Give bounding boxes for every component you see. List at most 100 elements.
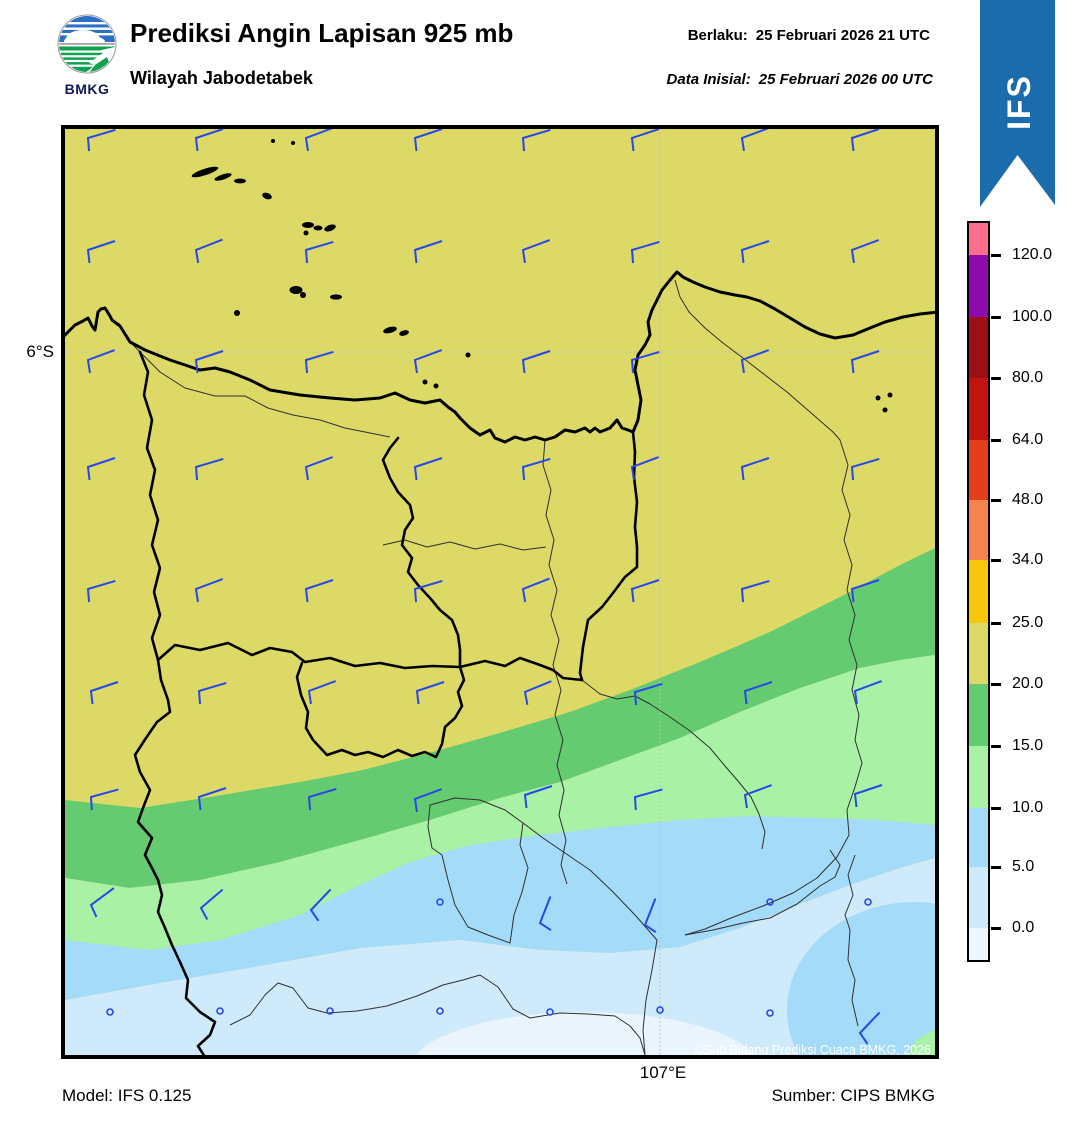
colorbar-tick-label: 0.0: [1012, 918, 1035, 936]
wind-barb-icon: [633, 788, 663, 811]
wind-barb-icon: [740, 349, 770, 374]
colorbar-tick-label: 10.0: [1012, 798, 1044, 816]
thick-boundaries: [133, 350, 639, 1055]
wind-barb-icon: [853, 784, 883, 808]
colorbar-tick-label: 120.0: [1012, 245, 1053, 263]
wind-map: ©Sub Bidang Prediksi Cuaca BMKG, 2026: [65, 129, 935, 1055]
wind-barb-icon: [630, 240, 660, 264]
colorbar-segment: [969, 560, 988, 623]
wind-barb-icon: [86, 457, 116, 481]
wind-barb-icon: [521, 350, 551, 374]
colorbar-tick-label: 64.0: [1012, 430, 1044, 448]
wind-barb-icon: [413, 579, 443, 603]
colorbar: [967, 221, 990, 962]
wind-barb-icon: [304, 579, 334, 603]
model-ribbon: IFS: [980, 0, 1055, 208]
wind-speed-colorbar: 120.0 100.0 80.0 64.0 48.0 34.0 25.0 20.0 15.0 10…: [967, 221, 1052, 962]
wind-barb-icon: [194, 578, 224, 603]
wind-barb-icon: [740, 129, 770, 152]
colorbar-tick-label: 15.0: [1012, 736, 1044, 754]
wind-barbs: [86, 129, 883, 1045]
wind-barb-icon: [86, 240, 116, 264]
west-province-boundary: [133, 350, 217, 1055]
wind-barb-icon: [89, 887, 115, 918]
wind-barb-icon: [304, 456, 334, 481]
bmkg-logo: BMKG: [54, 13, 120, 97]
colorbar-tick: [991, 316, 1001, 319]
wind-barb-icon: [304, 129, 334, 152]
wind-barb-icon: [521, 239, 551, 264]
colorbar-tick: [991, 499, 1001, 502]
wind-barb-icon: [307, 787, 337, 811]
calm-wind-icon: [766, 898, 774, 906]
valid-time: Berlaku: 25 Februari 2026 21 UTC: [688, 27, 930, 44]
colorbar-segment: [969, 928, 988, 960]
colorbar-tick: [991, 622, 1001, 625]
wind-barb-icon: [521, 129, 551, 152]
east-boundary: [578, 430, 639, 682]
map-canvas: ©Sub Bidang Prediksi Cuaca BMKG, 2026: [61, 125, 939, 1059]
wind-barb-icon: [643, 898, 657, 934]
colorbar-segment: [969, 255, 988, 317]
graticule: [65, 129, 935, 1055]
latitude-label: 6°S: [26, 342, 54, 361]
wind-barb-icon: [743, 784, 773, 809]
colorbar-tick: [991, 377, 1001, 380]
wind-barb-icon: [413, 240, 443, 264]
wind-barb-icon: [89, 681, 119, 705]
bmkg-logo-icon: [57, 14, 117, 74]
colorbar-tick: [991, 559, 1001, 562]
colorbar-tick: [991, 683, 1001, 686]
wind-barb-icon: [197, 787, 227, 811]
wind-barb-icon: [740, 457, 770, 481]
wind-barb-icon: [89, 788, 119, 811]
wind-barb-icon: [853, 680, 883, 705]
wind-barb-icon: [850, 350, 880, 374]
jakarta-west-boundary: [381, 436, 462, 669]
wind-barb-icon: [630, 579, 660, 603]
calm-wind-icon: [436, 1007, 444, 1015]
colorbar-segment: [969, 746, 988, 808]
colorbar-tick-label: 20.0: [1012, 674, 1044, 692]
map-copyright: ©Sub Bidang Prediksi Cuaca BMKG, 2026: [695, 1043, 931, 1055]
wind-barb-icon: [413, 457, 443, 481]
wind-barb-icon: [630, 129, 660, 152]
band-15-20: [65, 548, 935, 888]
colorbar-tick: [991, 927, 1001, 930]
colorbar-segment: [969, 867, 988, 928]
initial-data-time: Data Inisial: 25 Februari 2026 00 UTC: [667, 71, 933, 88]
colorbar-tick-label: 48.0: [1012, 490, 1044, 508]
band-5-10: [65, 816, 935, 1000]
colorbar-tick: [991, 807, 1001, 810]
wind-barb-icon: [415, 681, 445, 705]
model-info: Model: IFS 0.125: [62, 1086, 192, 1105]
wind-barb-icon: [194, 129, 224, 152]
initial-data-label: Data Inisial:: [666, 71, 751, 88]
calm-wind-icon: [216, 1007, 224, 1015]
wind-barb-icon: [86, 579, 116, 603]
wind-barb-icon: [309, 888, 332, 922]
calm-wind-icon: [546, 1008, 554, 1016]
wind-barb-icon: [304, 350, 334, 374]
colorbar-tick: [991, 866, 1001, 869]
source-info: Sumber: CIPS BMKG: [771, 1086, 935, 1105]
wind-barb-icon: [521, 577, 550, 603]
wind-barb-icon: [304, 240, 334, 264]
wind-barb-icon: [523, 785, 553, 809]
band-0-5: [65, 858, 935, 1055]
wind-barb-icon: [86, 349, 116, 374]
wind-barb-icon: [307, 680, 337, 705]
band-5-10-southeast: [787, 902, 935, 1055]
longitude-label: 107°E: [639, 1063, 687, 1082]
wind-barb-icon: [633, 682, 663, 706]
south-lobe-boundary: [295, 661, 466, 759]
ribbon-banner-icon: IFS: [980, 0, 1055, 207]
colorbar-segment: [969, 223, 988, 255]
colorbar-segment: [969, 440, 988, 500]
wind-barb-icon: [523, 680, 552, 706]
valid-time-label: Berlaku:: [687, 27, 748, 44]
wind-barb-icon: [194, 238, 223, 264]
wind-barb-icon: [630, 350, 660, 374]
colorbar-segment: [969, 684, 988, 746]
wind-barb-icon: [850, 129, 880, 152]
